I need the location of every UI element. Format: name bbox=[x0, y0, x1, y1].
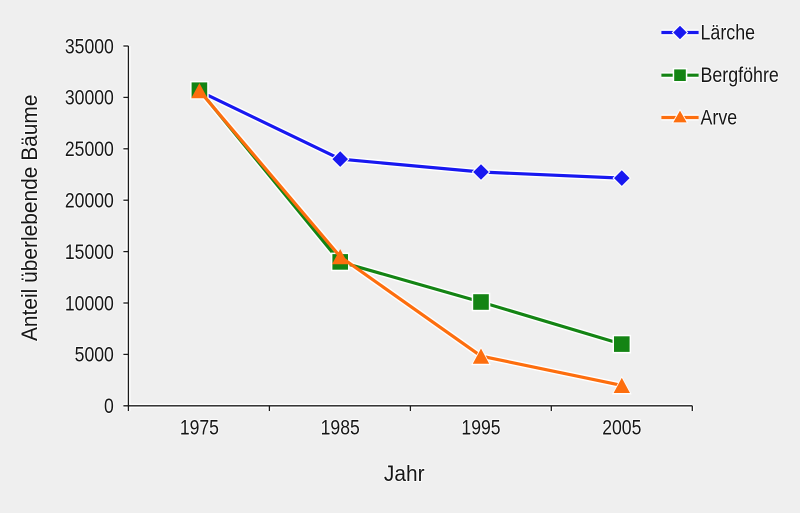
svg-text:10000: 10000 bbox=[65, 292, 114, 316]
svg-text:15000: 15000 bbox=[65, 240, 114, 264]
svg-text:Bergföhre: Bergföhre bbox=[701, 64, 779, 88]
svg-text:35000: 35000 bbox=[65, 35, 114, 59]
svg-text:1995: 1995 bbox=[461, 416, 500, 440]
svg-text:Anteil überlebende Bäume: Anteil überlebende Bäume bbox=[16, 95, 42, 342]
svg-text:1975: 1975 bbox=[180, 416, 219, 440]
svg-text:5000: 5000 bbox=[75, 343, 114, 367]
svg-text:20000: 20000 bbox=[65, 189, 114, 213]
svg-text:2005: 2005 bbox=[602, 416, 641, 440]
svg-text:25000: 25000 bbox=[65, 137, 114, 161]
svg-text:Arve: Arve bbox=[701, 106, 738, 130]
svg-text:Lärche: Lärche bbox=[701, 21, 756, 45]
svg-text:30000: 30000 bbox=[65, 86, 114, 110]
svg-text:0: 0 bbox=[104, 394, 114, 418]
svg-text:1985: 1985 bbox=[321, 416, 360, 440]
svg-text:Jahr: Jahr bbox=[384, 462, 425, 487]
